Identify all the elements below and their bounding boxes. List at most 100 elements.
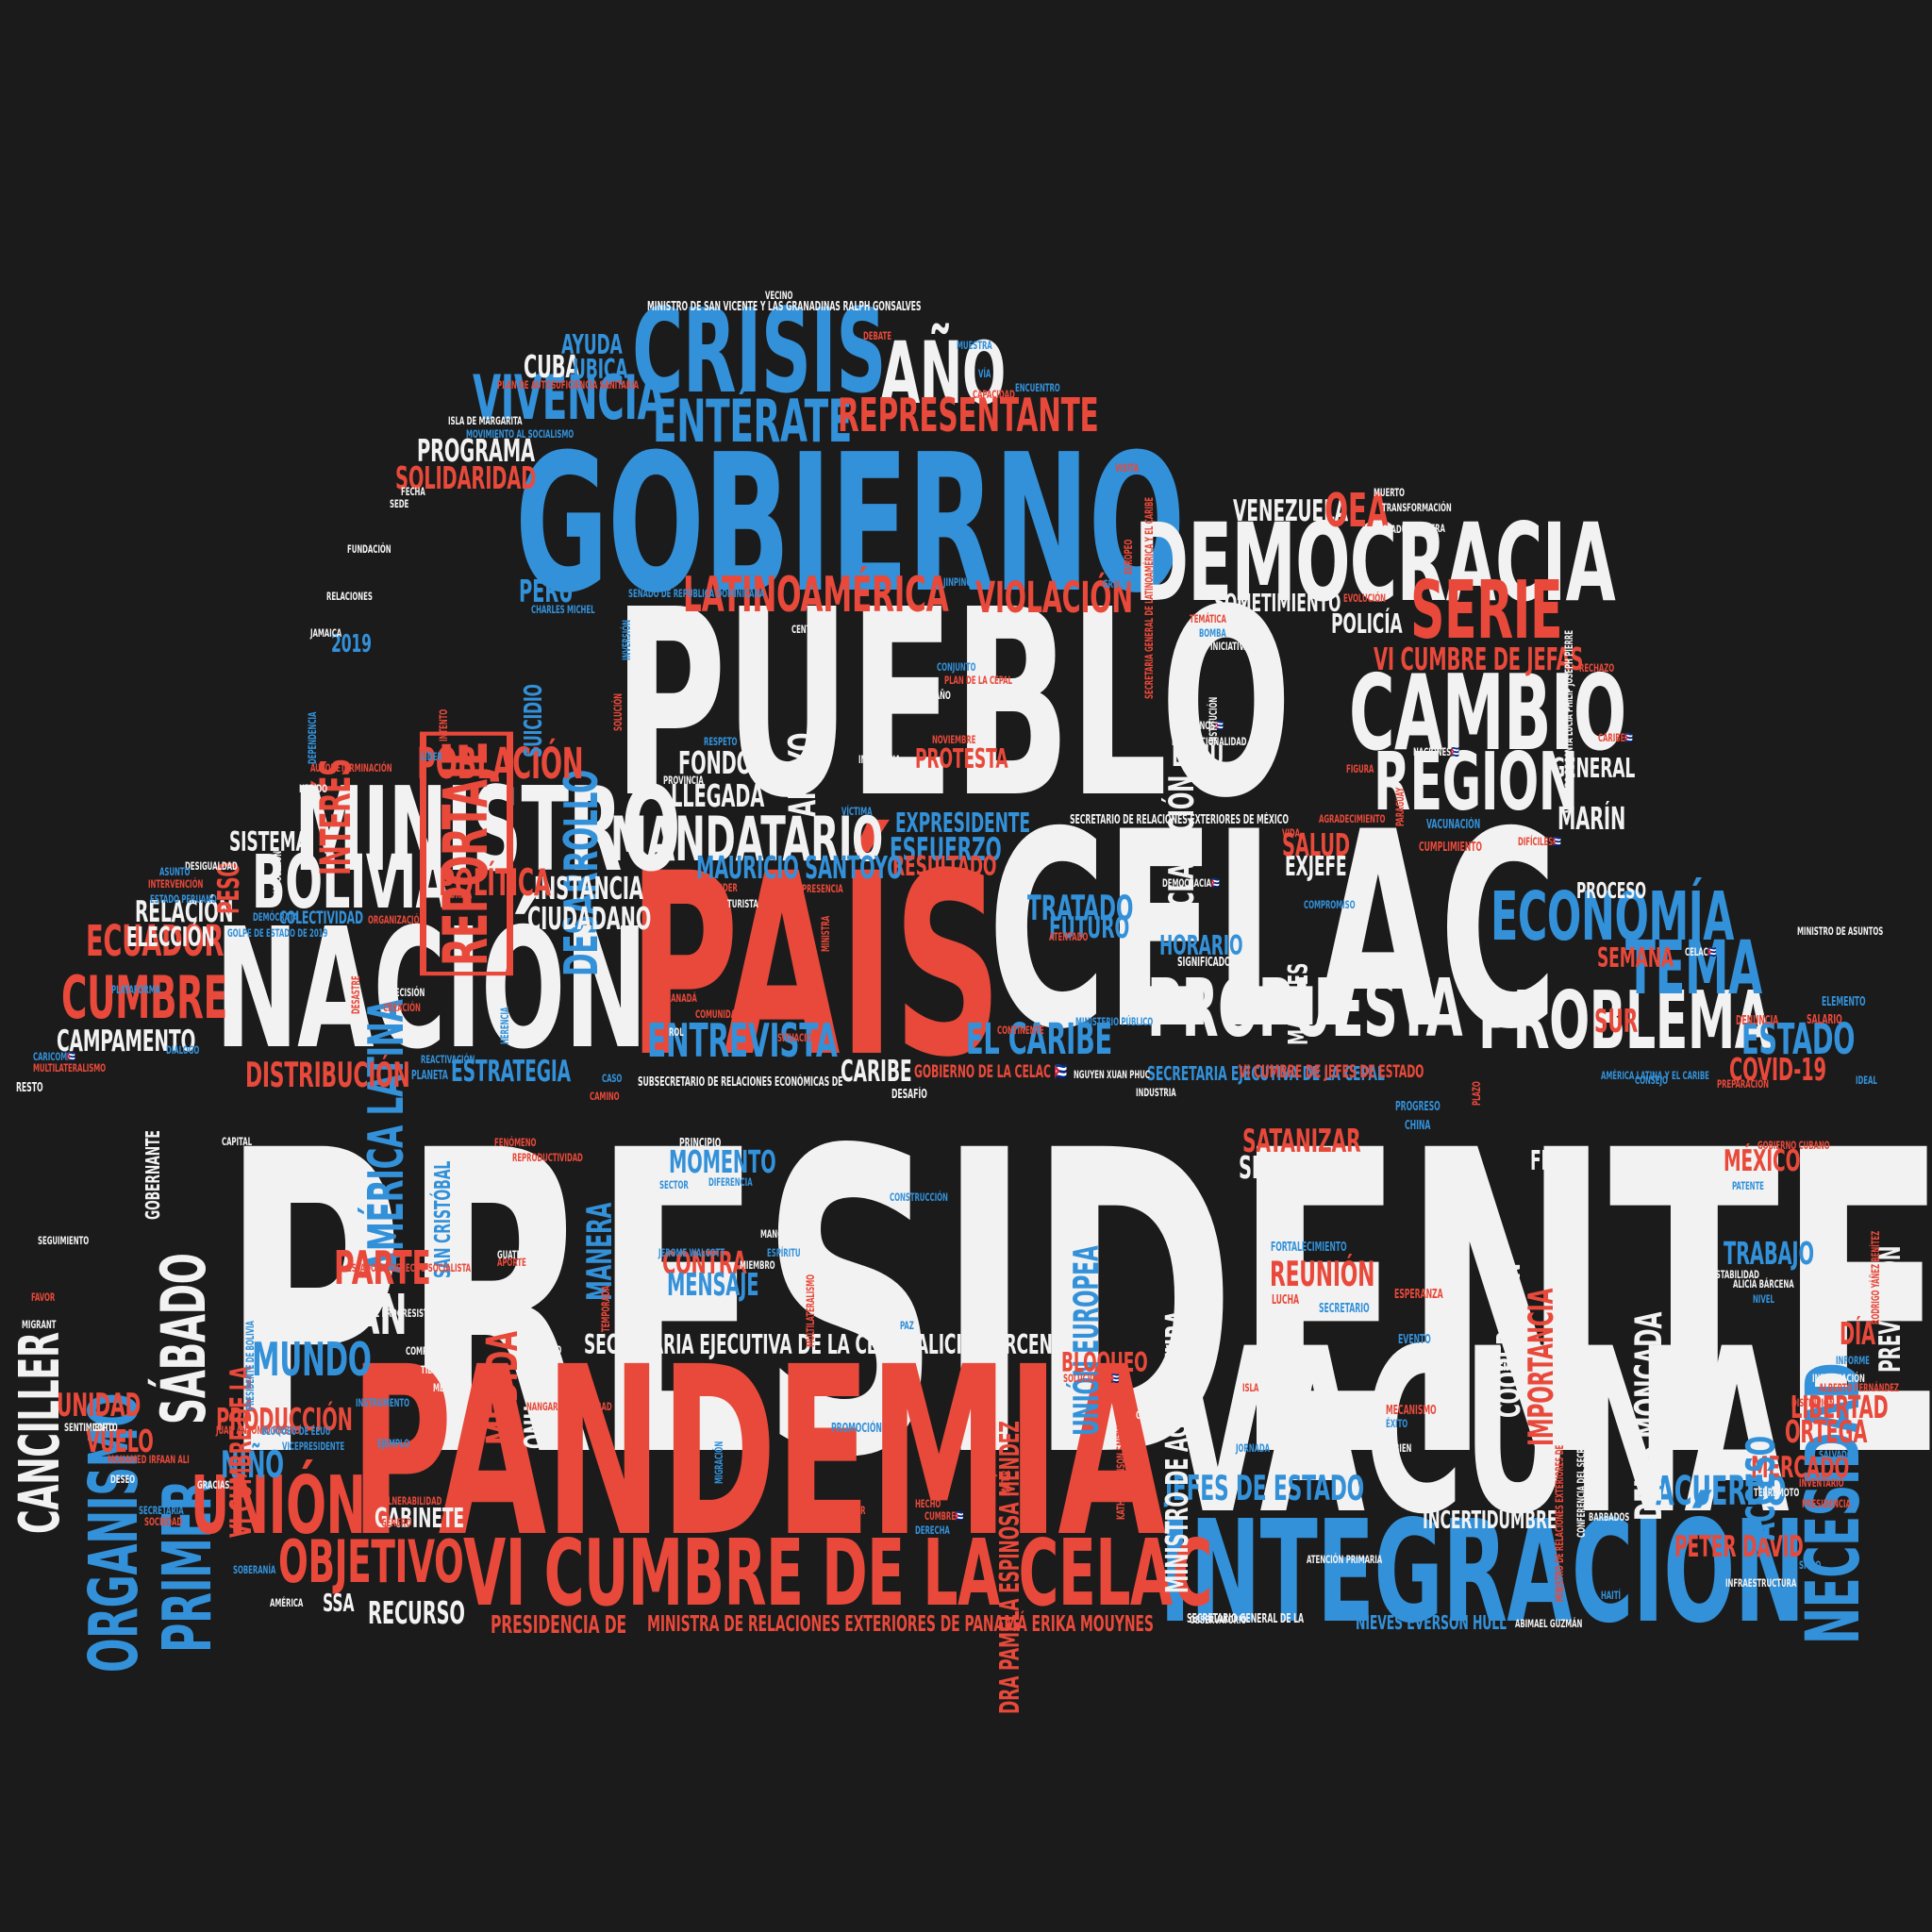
word: MINISTERIO PÚBLICO (1075, 1014, 1154, 1028)
word: SITUACIÓN (777, 1030, 818, 1044)
word: LUCHA (1272, 1292, 1300, 1307)
word: AMÉRICA (270, 1595, 304, 1609)
word: MENSAJE (667, 1266, 759, 1303)
word: IMPORTANCIA (1520, 1289, 1561, 1447)
word: FORMA (444, 887, 473, 901)
word: INVERSIÓN (620, 619, 634, 660)
word: MINISTRO DE AGRICULTURA (1159, 1309, 1196, 1593)
word: FUNDACIÓN (346, 542, 391, 557)
word: ELEMENTO (1821, 994, 1866, 1009)
word: ENCUENTRO (1015, 380, 1061, 394)
word: VACUNACIÓN (1425, 818, 1481, 833)
word: PARTIR (998, 1470, 1012, 1497)
word: CELAC (987, 775, 1557, 1089)
word: TRABAJO (1723, 1236, 1814, 1272)
word: INFORME (1836, 1353, 1871, 1367)
word: MEDIDA (476, 1330, 527, 1445)
word: FRONTERA (1405, 522, 1445, 536)
word: SIGLO (1799, 1557, 1822, 1572)
word: CONTRA (662, 1245, 747, 1282)
word: ROL (668, 1025, 684, 1040)
word: DEMOCRACIA (1134, 499, 1616, 625)
word: MES (432, 1381, 449, 1395)
word: ECUADOR (86, 916, 225, 966)
word: JEROME WALCOTT (658, 1246, 725, 1260)
word: EJEMPLO (377, 1436, 410, 1450)
word: SECRETARIO DE RELACIONES EXTERIORES DE M… (1069, 813, 1289, 828)
word: INSTANCIA (533, 870, 643, 907)
word: MARÍN (1557, 800, 1626, 837)
word: MUERTO (1374, 486, 1405, 500)
word: DICTADURA (1374, 523, 1418, 537)
word: NACIONES🇨🇺 (1412, 744, 1459, 758)
word: DISTINCIÓN (1791, 1396, 1835, 1409)
word: RODRIGO YÁÑEZ BENÍTEZ (1868, 1231, 1882, 1325)
word: DRA PAMELA ESPINOSA MÉNDEZ (992, 1421, 1025, 1715)
word: MANO (760, 1226, 783, 1241)
word: SECRETARIA EJECUTIVA DE LA CEPAL ALICIA … (583, 1327, 1065, 1360)
word: MECANISMO (1386, 1403, 1437, 1418)
word: BARBADOS (1588, 1509, 1629, 1524)
word: SOMETIMIENTO (1214, 589, 1341, 618)
word: DEPENDENCIA (306, 711, 320, 764)
word: PRODUCCIÓN (215, 1401, 353, 1438)
word: RECURSO (368, 1594, 465, 1631)
word: APORTE (496, 1255, 526, 1269)
word: SISTEMA (229, 824, 308, 858)
word: CELAC🇨🇺 (1685, 944, 1717, 958)
word: JORNADA (1236, 1441, 1271, 1456)
word: POLÍTICA (439, 861, 552, 905)
word: HERENCIA (498, 1007, 512, 1045)
word: TEMÁTICA (1190, 612, 1226, 626)
word: VICEPRESIDENTE (282, 1439, 345, 1453)
word: DISTRIBUCIÓN (245, 1054, 410, 1095)
word: CAPITAL (222, 1135, 253, 1149)
word: SENADO DE REPÚBLICA DOMINICANA (627, 587, 765, 600)
word: COMPRA (406, 1344, 438, 1358)
word: MOHAMED IRFAAN ALI (108, 1452, 191, 1466)
word: SEDE (390, 497, 409, 511)
word: MULTILATERALISMO (33, 1061, 107, 1075)
word: HAITÍ (1600, 1589, 1621, 1603)
word: SECRETARIA (138, 1504, 184, 1518)
word: CARIBE🇨🇺 (1597, 731, 1633, 745)
word: KATHNA JOHNSON SMITH (1114, 1426, 1127, 1520)
word: BIEN (1394, 1441, 1412, 1456)
word: PETER DAVID (1674, 1530, 1804, 1564)
word: CORTO (92, 1421, 118, 1434)
word: VÍCTIMA (841, 805, 873, 819)
word: PRESIDENTE DE BOLIVIA (243, 1321, 257, 1411)
word: SOBERANÍA (233, 1562, 276, 1576)
word: MINISTRO DE RELACIONES EXTERIORES DE (1553, 1445, 1567, 1603)
word: MINISTRO DE SAN VICENTE Y LAS GRANADINAS… (647, 299, 922, 314)
word: SEGUIMIENTO (38, 1234, 90, 1248)
word: NACIÓN (214, 893, 647, 1086)
word: POBREZA (1231, 892, 1245, 928)
word: DIFÍCILES🇨🇺 (1518, 834, 1562, 848)
word: RESPETO (704, 735, 738, 749)
word: DENUNCIA (1735, 1014, 1778, 1029)
word: GOBIERNOS🇨🇺 (1171, 719, 1224, 733)
word: INVENTARIO (1799, 1475, 1844, 1490)
word: SALUD (1281, 827, 1350, 864)
word: SECRETARIA GENERAL DE LATINOAMÉRICA Y EL… (1141, 497, 1156, 700)
word: GÉNERO (381, 1516, 412, 1530)
word: FONDO (677, 745, 752, 781)
word: DESEO (110, 1472, 136, 1486)
word: MINISTRO DE ASUNTOS (1796, 924, 1883, 938)
word: MUNDO (251, 1332, 372, 1387)
word: RECHAZO (1579, 661, 1615, 675)
word: MIEMBRO (739, 1258, 775, 1273)
word: CARIBE (840, 1054, 912, 1089)
word: GOBIERNO DE LA CELAC 🇨🇺 (913, 1062, 1067, 1083)
word: PUEBLO (613, 556, 1291, 855)
word: CREACIÓN (382, 1001, 421, 1015)
word: BLOQUEO (1060, 1346, 1148, 1378)
word: EXJEFE (1285, 849, 1347, 882)
word: ELECCIÓN (125, 920, 215, 953)
word: OEA (1324, 483, 1389, 539)
word: UBICA (573, 353, 628, 385)
word: INSTITUCIÓN (1206, 696, 1220, 744)
word: ESTABILIDAD (1710, 1267, 1759, 1281)
